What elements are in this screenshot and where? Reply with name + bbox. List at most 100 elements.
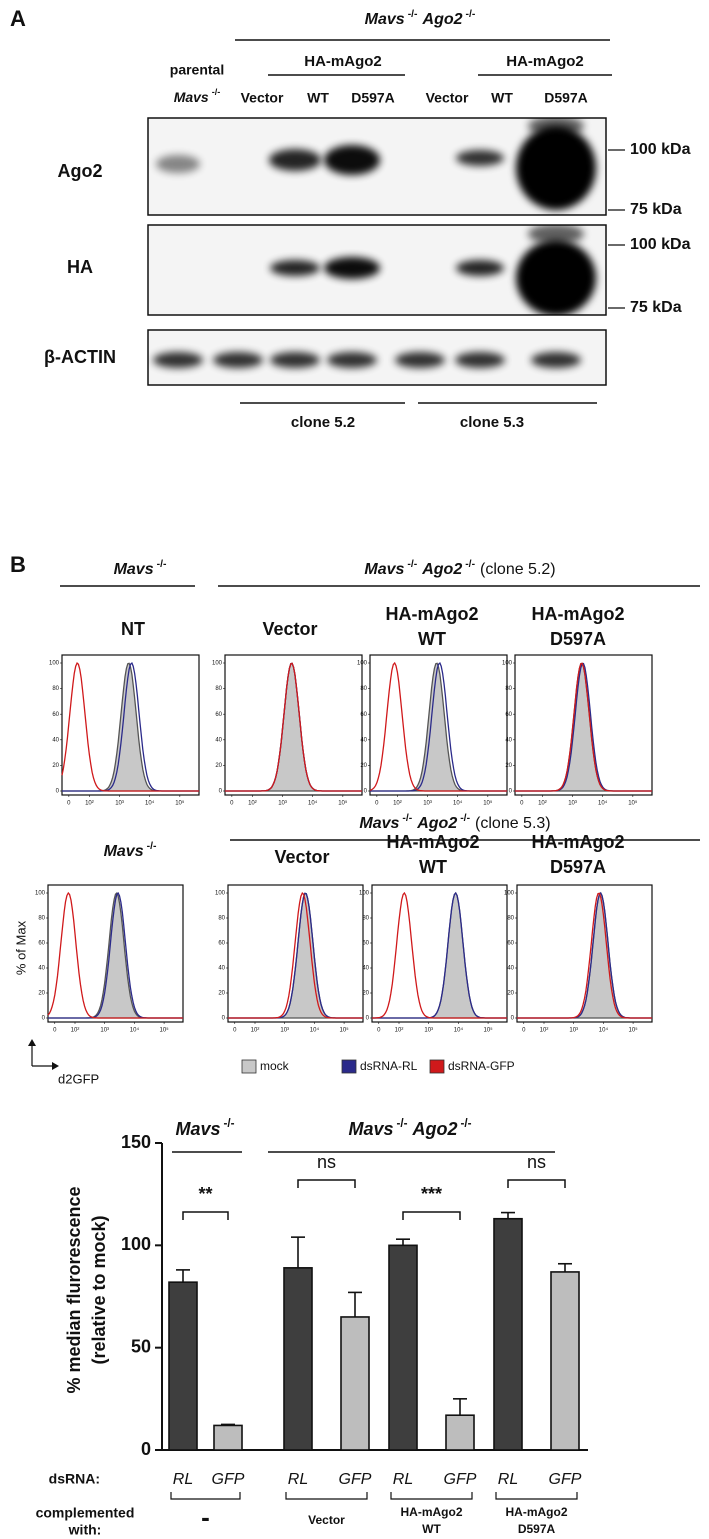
x-tick-label: 10³ xyxy=(424,1028,433,1034)
x-tick-label: 10⁵ xyxy=(338,800,348,807)
y-tick-label: 80 xyxy=(507,916,514,922)
label: HA-mAgo2 xyxy=(304,53,382,70)
group-label: WT xyxy=(422,1522,441,1536)
label-part: Mavs xyxy=(175,1119,220,1139)
bar xyxy=(213,1424,243,1451)
y-tick-label: 0 xyxy=(366,1016,370,1022)
band xyxy=(531,352,581,368)
y-tick-label: 0 xyxy=(141,1439,151,1459)
arrow-head xyxy=(52,1062,59,1070)
y-tick-label: 40 xyxy=(360,737,367,743)
x-tick-label: RL xyxy=(288,1471,308,1488)
bar xyxy=(283,1267,313,1451)
x-tick-label: 10² xyxy=(85,801,94,807)
y-tick-label: 40 xyxy=(218,966,225,972)
x-tick-label: 10³ xyxy=(100,1028,109,1034)
x-tick-label: 0 xyxy=(67,801,71,807)
bar xyxy=(388,1244,418,1451)
x-tick-label: 10² xyxy=(393,801,402,807)
group-bracket xyxy=(170,1492,241,1500)
y-tick-label: 60 xyxy=(52,712,59,718)
label-part: Mavs xyxy=(365,11,405,28)
blot-label: Ago2 xyxy=(58,161,103,181)
band xyxy=(528,118,584,136)
histogram-curve xyxy=(515,662,652,792)
y-tick-label: 40 xyxy=(507,966,514,972)
row-label: with: xyxy=(68,1522,102,1538)
y-tick-label: 100 xyxy=(359,891,370,897)
lane-label: WT xyxy=(307,90,329,106)
y-tick-label: 0 xyxy=(42,1016,46,1022)
x-tick-label: 0 xyxy=(520,801,524,807)
histogram-frame xyxy=(516,884,653,1023)
x-tick-label: 10³ xyxy=(278,801,287,807)
axis-title: (relative to mock) xyxy=(89,1215,109,1364)
x-tick-label: 0 xyxy=(522,1028,526,1034)
lane-label: D597A xyxy=(544,90,588,106)
y-tick-label: 60 xyxy=(38,941,45,947)
y-tick-label: 20 xyxy=(507,991,514,997)
x-tick-label: 10⁵ xyxy=(483,800,493,807)
label-part: Ago2 xyxy=(422,11,463,28)
row-label: dsRNA: xyxy=(49,1471,100,1487)
x-tick-label: 10⁵ xyxy=(629,1027,639,1034)
significance-label: ** xyxy=(198,1184,212,1204)
histogram-curve xyxy=(47,891,183,1019)
label-part: Ago2 xyxy=(421,561,462,578)
blot-bands xyxy=(156,118,596,210)
histogram-curve xyxy=(369,661,507,792)
x-tick-label: GFP xyxy=(339,1471,372,1488)
y-tick-label: 80 xyxy=(52,686,59,692)
column-title: HA-mAgo2 xyxy=(532,832,625,852)
x-tick-label: 10⁴ xyxy=(453,800,463,807)
x-tick-label: RL xyxy=(393,1471,413,1488)
column-title: D597A xyxy=(550,857,606,877)
band xyxy=(270,260,320,276)
blot-label: HA xyxy=(67,257,93,277)
x-tick-label: GFP xyxy=(212,1471,245,1488)
y-tick-label: 80 xyxy=(218,916,225,922)
x-tick-label: 10³ xyxy=(115,801,124,807)
significance-label: ns xyxy=(317,1152,336,1172)
label-part: -/- xyxy=(157,559,167,570)
x-tick-label: 10² xyxy=(248,801,257,807)
band xyxy=(270,352,320,368)
lane-label: Vector xyxy=(426,90,469,106)
band xyxy=(455,352,505,368)
x-tick-label: 10⁴ xyxy=(145,800,155,807)
lane-label: WT xyxy=(491,90,513,106)
y-tick-label: 40 xyxy=(362,966,369,972)
x-tick-label: 10⁴ xyxy=(454,1027,464,1034)
y-tick-label: 0 xyxy=(219,789,223,795)
bar xyxy=(168,1281,198,1451)
x-tick-label: 0 xyxy=(377,1028,381,1034)
y-tick-label: 60 xyxy=(505,712,512,718)
y-tick-label: 20 xyxy=(218,991,225,997)
x-tick-label: 10⁴ xyxy=(310,1027,320,1034)
column-title: HA-mAgo2 xyxy=(387,832,480,852)
y-tick-label: 80 xyxy=(360,686,367,692)
x-tick-label: 10² xyxy=(71,1028,80,1034)
label-part: Mavs xyxy=(174,89,209,105)
label-part: Ago2 xyxy=(416,815,457,832)
group-bracket xyxy=(285,1492,368,1500)
legend-swatch xyxy=(429,1059,445,1074)
legend-label: mock xyxy=(260,1059,290,1073)
y-tick-label: 0 xyxy=(222,1016,226,1022)
y-tick-label: 80 xyxy=(215,686,222,692)
y-tick-label: 0 xyxy=(364,789,368,795)
y-tick-label: 40 xyxy=(215,737,222,743)
lane-label: D597A xyxy=(351,90,395,106)
band xyxy=(156,155,200,173)
group-label: - xyxy=(201,1502,210,1532)
group-label: D597A xyxy=(518,1522,556,1536)
y-tick-label: 100 xyxy=(49,661,60,667)
genotype-label: Mavs -/- Ago2 -/- xyxy=(348,1117,471,1139)
x-tick-label: RL xyxy=(498,1471,518,1488)
column-title: HA-mAgo2 xyxy=(386,604,479,624)
histogram-curve xyxy=(517,892,652,1019)
x-tick-label: 10⁴ xyxy=(130,1027,140,1034)
y-tick-label: 100 xyxy=(502,661,513,667)
bar xyxy=(445,1414,475,1451)
legend-label: dsRNA-GFP xyxy=(448,1059,515,1073)
